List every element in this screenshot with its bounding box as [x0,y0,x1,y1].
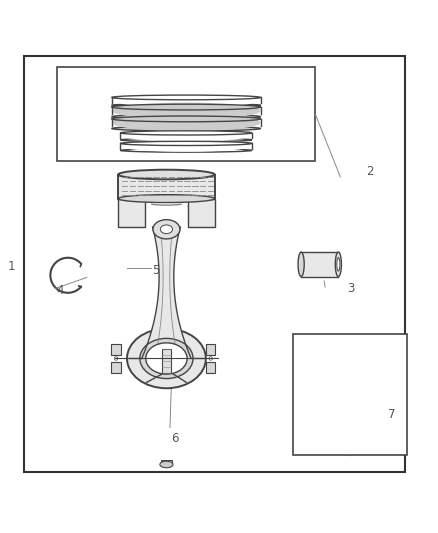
Bar [206,362,215,373]
Bar [24,56,405,472]
Ellipse shape [118,195,215,203]
Text: 3: 3 [347,282,354,295]
Bar [118,174,215,199]
Ellipse shape [112,126,261,131]
Ellipse shape [140,338,193,378]
Ellipse shape [112,114,261,119]
Ellipse shape [209,357,212,360]
Ellipse shape [336,252,341,277]
Bar [187,199,215,227]
Ellipse shape [337,257,340,271]
Text: 5: 5 [152,264,159,277]
Bar [111,362,121,373]
Ellipse shape [112,103,261,107]
Bar [118,199,145,227]
Text: 2: 2 [366,165,374,177]
Ellipse shape [160,461,173,468]
Bar [161,460,172,464]
Bar [162,349,171,373]
Ellipse shape [112,116,261,122]
Ellipse shape [120,131,252,135]
Ellipse shape [120,141,252,146]
Ellipse shape [153,220,180,239]
Ellipse shape [120,149,252,152]
Ellipse shape [127,329,206,388]
Bar [57,67,315,161]
Bar [293,334,407,455]
Ellipse shape [118,169,215,179]
Ellipse shape [298,252,304,277]
Ellipse shape [120,141,252,152]
Ellipse shape [160,225,173,233]
Ellipse shape [120,138,252,142]
Ellipse shape [120,130,252,141]
Bar [301,252,338,277]
Ellipse shape [112,115,261,131]
Bar [206,344,215,355]
Ellipse shape [146,343,187,374]
Text: 1: 1 [7,260,15,273]
Ellipse shape [112,94,261,107]
Text: 4: 4 [57,284,64,297]
Ellipse shape [114,357,118,360]
Bar [111,344,121,355]
Text: 6: 6 [171,432,179,445]
Ellipse shape [112,102,261,119]
Polygon shape [142,227,191,359]
Ellipse shape [112,104,261,110]
Text: 7: 7 [388,408,396,421]
Ellipse shape [112,95,261,100]
